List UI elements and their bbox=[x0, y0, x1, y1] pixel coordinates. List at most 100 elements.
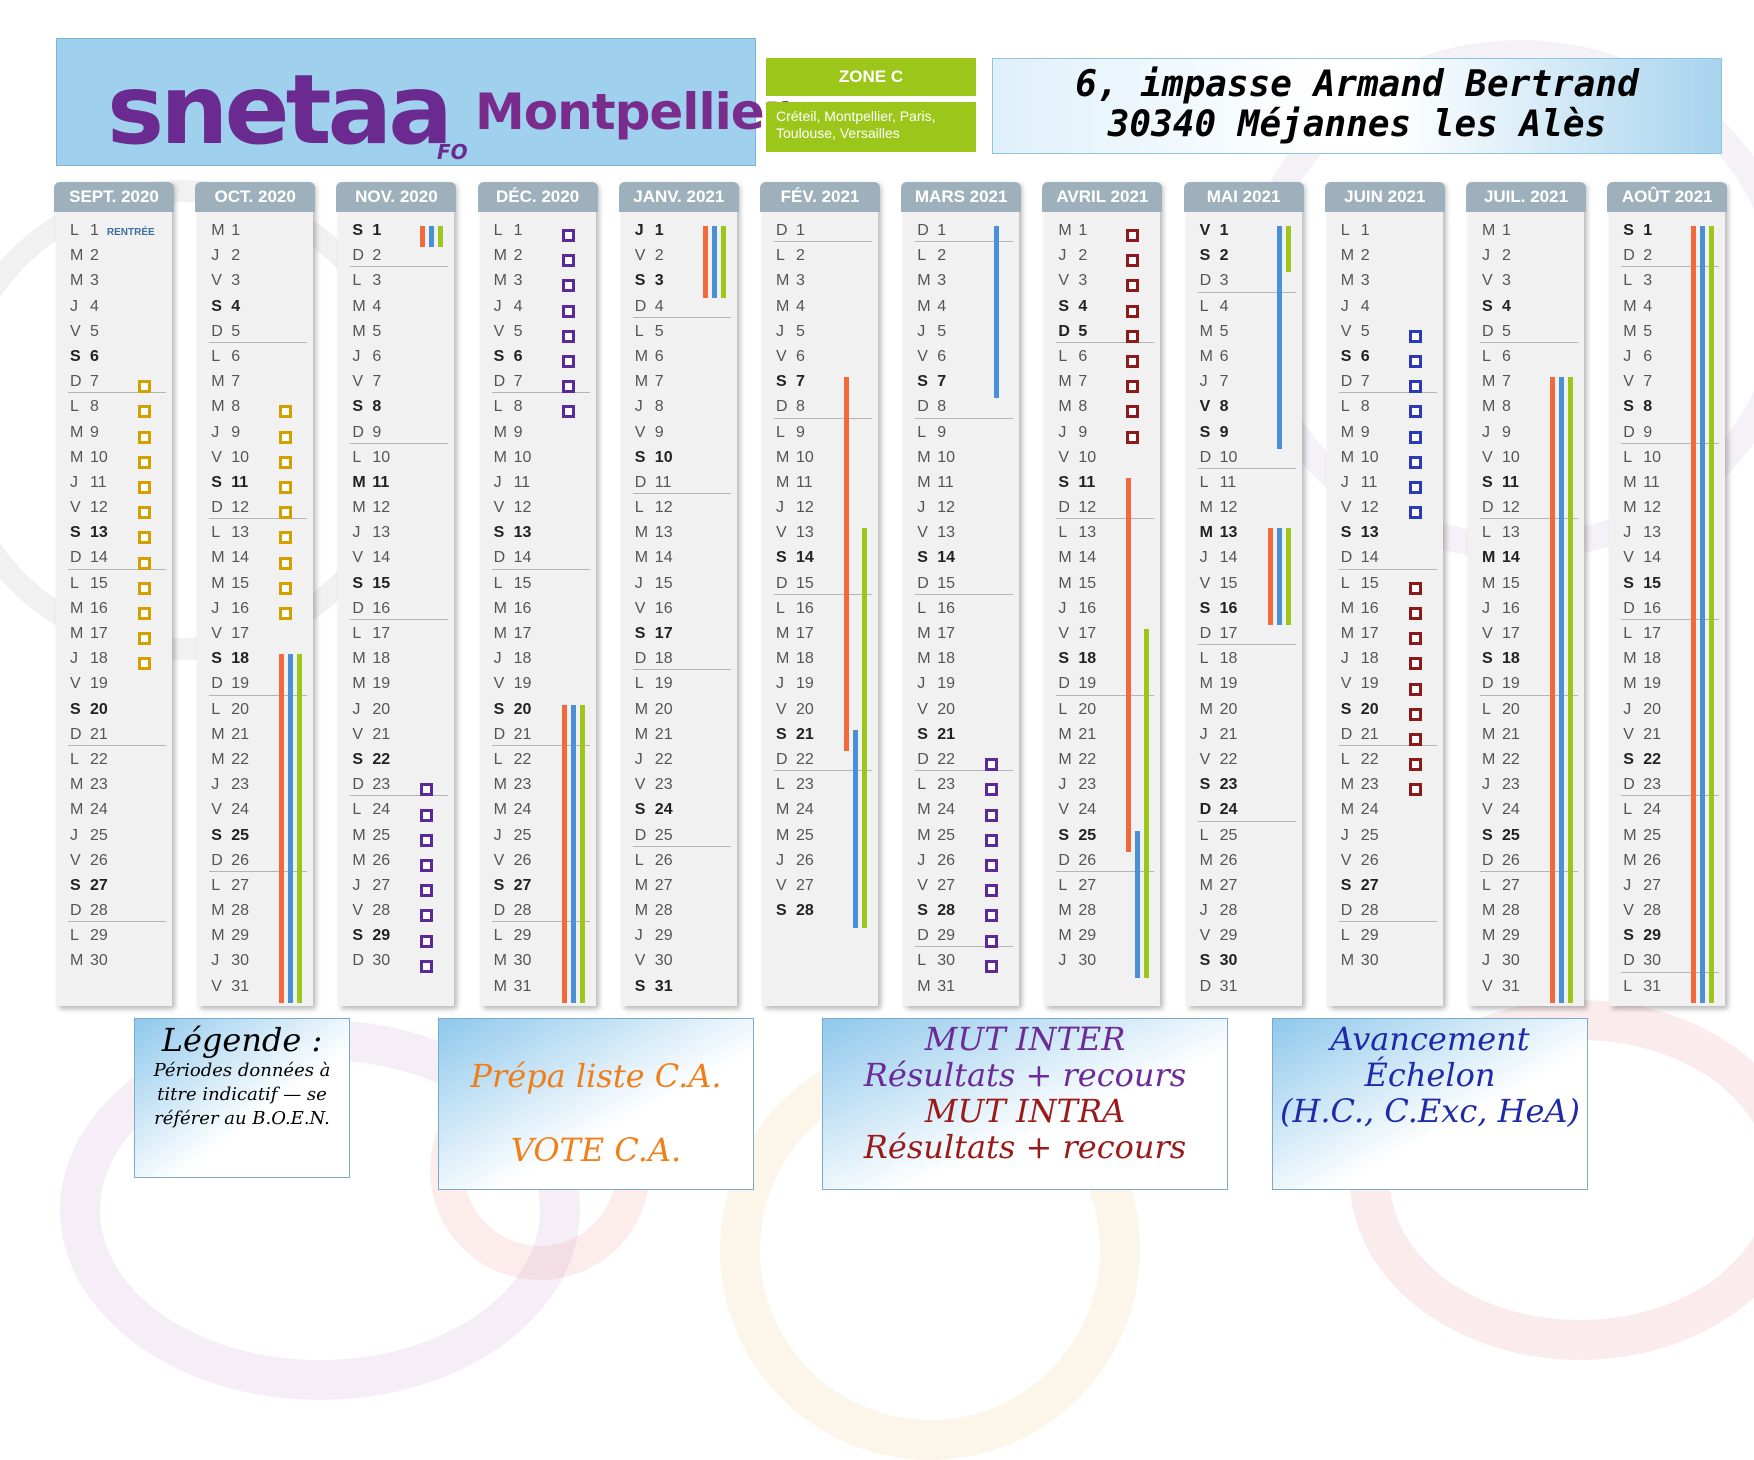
weekday-letter: S bbox=[634, 448, 646, 466]
weekday-letter: V bbox=[211, 272, 222, 290]
day-number: 12 bbox=[1078, 499, 1097, 517]
day-number: 15 bbox=[513, 574, 532, 592]
day-number: 26 bbox=[937, 851, 955, 869]
day-list: M 1 J 2 V 3 S 4 D 5 L 6 M 7 M 8 J 9 V 10 S 11 D 12 L 13 M 14 M 15 J 16 V… bbox=[1468, 212, 1584, 999]
day-row: J 19 bbox=[762, 671, 878, 696]
weekday-letter: D bbox=[352, 247, 364, 265]
day-number: 24 bbox=[513, 801, 532, 819]
day-number: 17 bbox=[796, 625, 814, 642]
weekday-letter: L bbox=[70, 750, 79, 768]
marker-square-yellow bbox=[279, 581, 293, 595]
day-row: D 26 bbox=[1468, 848, 1584, 873]
weekday-letter: D bbox=[1199, 625, 1212, 642]
day-number: 23 bbox=[372, 776, 391, 794]
period-bar-green bbox=[438, 226, 444, 248]
day-row: M 17 bbox=[903, 621, 1019, 646]
day-row: J 19 bbox=[903, 671, 1019, 696]
day-number: 21 bbox=[1502, 725, 1520, 743]
marker-square-yellow bbox=[138, 481, 151, 494]
day-number: 28 bbox=[1219, 902, 1238, 920]
weekday-letter: V bbox=[1058, 801, 1070, 819]
day-row: D 10 bbox=[1186, 445, 1302, 470]
day-number: 16 bbox=[231, 599, 249, 617]
period-bar-green bbox=[579, 704, 585, 1004]
day-number: 25 bbox=[1643, 826, 1661, 844]
day-row: D 14 bbox=[480, 545, 596, 570]
day-number: 13 bbox=[231, 524, 249, 542]
day-row: J 27 bbox=[1609, 873, 1725, 898]
weekday-letter: V bbox=[211, 977, 222, 995]
weekday-letter: D bbox=[493, 549, 506, 567]
weekday-letter: S bbox=[1058, 826, 1070, 844]
weekday-letter: S bbox=[211, 650, 222, 668]
period-bar-green bbox=[1285, 226, 1291, 273]
day-row: J 14 bbox=[1186, 545, 1302, 570]
month-column: OCT. 2020 M 1 J 2 V 3 S 4 D 5 L 6 M 7 M 8 J 9 V 10 S 11 D 12 L 13 M… bbox=[195, 182, 316, 1006]
day-number: 30 bbox=[513, 952, 532, 970]
weekday-letter: V bbox=[493, 499, 505, 517]
day-number: 2 bbox=[1219, 247, 1229, 265]
period-bar-orange bbox=[279, 654, 285, 1004]
day-number: 14 bbox=[1360, 549, 1379, 567]
day-row: M 14 bbox=[1468, 545, 1584, 570]
weekday-letter: L bbox=[493, 927, 503, 945]
weekday-letter: M bbox=[211, 574, 225, 592]
svg-text:snetaa: snetaa bbox=[107, 54, 449, 161]
day-number: 12 bbox=[654, 499, 673, 517]
day-row: V 30 bbox=[621, 948, 737, 973]
day-row: S 18 bbox=[197, 646, 313, 671]
day-list: S 1 D 2 L 3 M 4 M 5 J 6 V 7 S 8 D 9 L 10 M 11 M 12 J 13 V 14 S 15 D 16 L… bbox=[1609, 212, 1725, 999]
day-row: V 10 bbox=[197, 445, 313, 470]
day-number: 21 bbox=[937, 725, 955, 743]
weekday-letter: D bbox=[1623, 423, 1635, 441]
day-number: 10 bbox=[1078, 448, 1097, 466]
weekday-letter: S bbox=[70, 524, 81, 542]
weekday-letter: J bbox=[917, 322, 926, 340]
marker-square-yellow bbox=[279, 607, 293, 620]
day-row: M 18 bbox=[338, 646, 454, 671]
day-row: L 13 bbox=[1044, 520, 1160, 545]
day-row: L 22 bbox=[480, 747, 596, 772]
period-bar-green bbox=[1144, 629, 1150, 978]
weekday-letter: M bbox=[1340, 448, 1355, 466]
day-row: V 26 bbox=[1327, 848, 1443, 873]
weekday-letter: D bbox=[352, 599, 364, 617]
marker-square-purple bbox=[420, 808, 434, 822]
marker-square-navy bbox=[1408, 355, 1422, 368]
day-row: V 27 bbox=[762, 873, 878, 898]
day-number: 17 bbox=[654, 625, 673, 642]
day-number: 26 bbox=[1219, 851, 1238, 869]
day-number: 10 bbox=[513, 448, 532, 466]
day-row: S 24 bbox=[621, 797, 737, 822]
weekday-letter: D bbox=[1199, 801, 1212, 819]
day-number: 23 bbox=[513, 776, 532, 794]
day-row: S 13 bbox=[480, 520, 596, 545]
marker-square-yellow bbox=[138, 632, 151, 646]
weekday-letter: S bbox=[1199, 776, 1211, 794]
day-number: 29 bbox=[231, 927, 249, 945]
day-row: J 30 bbox=[1044, 948, 1160, 973]
month-header: AVRIL 2021 bbox=[1042, 182, 1163, 212]
weekday-letter: M bbox=[1199, 700, 1213, 718]
logo-fo: FO bbox=[437, 140, 468, 161]
day-row: L 25 bbox=[1186, 823, 1302, 848]
weekday-letter: S bbox=[634, 977, 646, 995]
day-number: 5 bbox=[796, 322, 805, 340]
day-number: 15 bbox=[937, 574, 955, 592]
weekday-letter: S bbox=[211, 473, 222, 491]
day-number: 3 bbox=[90, 272, 99, 290]
weekday-letter: M bbox=[1623, 826, 1637, 844]
day-number: 17 bbox=[937, 625, 955, 642]
period-bar-green bbox=[1568, 377, 1573, 1004]
weekday-letter: D bbox=[1340, 725, 1353, 743]
